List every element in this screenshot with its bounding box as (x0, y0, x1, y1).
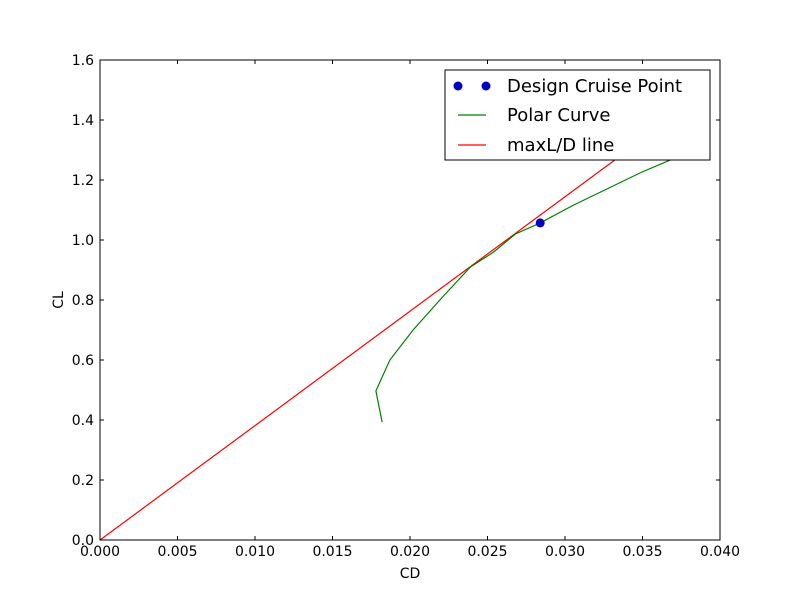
series-line-polar-curve (375, 159, 671, 423)
series-layer (100, 158, 671, 540)
y-axis-label: CL (51, 291, 67, 309)
y-tick-label: 0.8 (72, 293, 94, 309)
y-tick-label: 0.6 (72, 353, 94, 369)
y-tick-label: 0.4 (72, 413, 94, 429)
y-tick-label: 0.2 (72, 473, 94, 489)
series-line-maxl-d-line (100, 158, 617, 540)
y-tick-label: 1.0 (72, 233, 94, 249)
legend-label-maxld-line: maxL/D line (507, 135, 614, 156)
x-tick-label: 0.030 (545, 544, 585, 560)
x-tick-label: 0.020 (390, 544, 430, 560)
y-tick-label: 1.6 (72, 53, 94, 69)
x-tick-label: 0.025 (467, 544, 507, 560)
x-tick-label: 0.000 (80, 544, 120, 560)
legend-label-design-cruise-point: Design Cruise Point (507, 76, 682, 97)
ticks-layer: 0.000 0.005 0.010 0.015 0.020 0.025 0.030 0.035… (72, 53, 740, 560)
legend-marker-design-cruise-point (453, 81, 463, 91)
x-tick-label: 0.010 (235, 544, 275, 560)
y-tick-label: 1.2 (72, 173, 94, 189)
legend: Design Cruise Point Polar Curve maxL/D l… (444, 69, 711, 161)
x-tick-label: 0.005 (157, 544, 197, 560)
x-axis-label: CD (400, 566, 421, 582)
y-tick-label: 1.4 (72, 113, 94, 129)
legend-marker-design-cruise-point-2 (481, 81, 491, 91)
x-tick-label: 0.035 (622, 544, 662, 560)
x-tick-label: 0.015 (312, 544, 352, 560)
legend-label-polar-curve: Polar Curve (507, 105, 610, 126)
y-tick-label: 0.0 (72, 533, 94, 549)
data-point-design-cruise-point (535, 218, 545, 228)
x-tick-label: 0.040 (700, 544, 740, 560)
series-clip-group (100, 158, 671, 540)
